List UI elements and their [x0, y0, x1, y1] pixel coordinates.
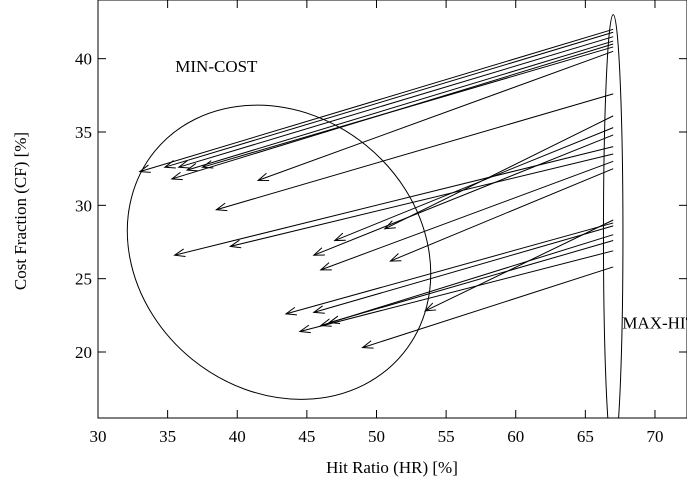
x-tick-label: 50	[368, 427, 385, 446]
arrow-head	[312, 247, 325, 256]
arrow-head	[173, 248, 186, 257]
arrow-shaft	[230, 153, 614, 247]
region-group	[126, 14, 624, 418]
arrow-shaft	[313, 134, 614, 256]
arrow	[138, 28, 614, 173]
plot-frame	[97, 0, 687, 419]
x-tick-label: 45	[298, 427, 315, 446]
arrow-shaft	[329, 240, 614, 324]
arrow-head	[383, 220, 396, 230]
arrow	[319, 160, 614, 271]
arrow	[327, 240, 614, 325]
arrow-shaft	[178, 36, 614, 168]
arrow-shaft	[174, 146, 614, 256]
arrow	[256, 50, 614, 182]
y-axis: 20 25 30 35 40	[75, 50, 687, 362]
arrow	[163, 31, 614, 169]
arrow-shaft	[186, 40, 614, 171]
arrow	[228, 153, 614, 249]
arrow-head	[284, 306, 297, 316]
arrow-head	[298, 324, 311, 334]
region-max-hit	[602, 14, 624, 418]
arrow-head	[319, 262, 332, 271]
arrow	[361, 266, 614, 349]
arrow	[312, 225, 614, 314]
arrow	[201, 46, 614, 169]
min-cost-label: MIN-COST	[175, 57, 258, 76]
arrow-shaft	[202, 46, 614, 168]
arrow	[333, 127, 614, 242]
region-min-cost	[126, 104, 432, 400]
arrow-head	[312, 305, 325, 314]
arrow-shaft	[299, 250, 614, 332]
x-tick-label: 55	[438, 427, 455, 446]
x-tick-label: 60	[507, 427, 524, 446]
arrow	[284, 222, 614, 316]
arrow	[312, 134, 614, 256]
arrow-shaft	[313, 225, 614, 313]
arrow	[214, 93, 614, 212]
arrow	[389, 168, 614, 262]
arrow-head	[138, 164, 151, 173]
arrow-head	[177, 160, 190, 169]
arrow	[173, 146, 614, 257]
arrow	[383, 115, 614, 230]
arrow-shaft	[216, 93, 614, 211]
arrow-head	[361, 340, 374, 349]
y-tick-label: 20	[75, 343, 92, 362]
arrow-shaft	[320, 160, 614, 271]
arrow-head	[228, 239, 242, 249]
x-axis-label: Hit Ratio (HR) [%]	[326, 458, 458, 477]
y-axis-label: Cost Fraction (CF) [%]	[11, 132, 30, 290]
x-tick-label: 30	[90, 427, 107, 446]
arrow	[185, 40, 614, 172]
arrow-shaft	[390, 168, 614, 262]
x-tick-label: 40	[229, 427, 246, 446]
arrow-head	[170, 171, 183, 181]
arrow-head	[214, 202, 228, 212]
arrow-shaft	[257, 50, 614, 181]
arrow	[298, 250, 614, 334]
y-tick-label: 40	[75, 50, 92, 69]
arrow-shaft	[384, 115, 614, 230]
x-axis: 30 35 40 45 50 55 60 65 70	[90, 0, 663, 446]
y-tick-label: 25	[75, 270, 92, 289]
arrow-head	[185, 163, 199, 172]
arrow-series	[138, 28, 614, 349]
arrow-shaft	[164, 31, 614, 168]
arrow	[177, 36, 614, 169]
arrow-head	[333, 232, 346, 242]
arrow-shaft	[320, 234, 614, 327]
x-tick-label: 65	[577, 427, 594, 446]
x-tick-label: 70	[646, 427, 663, 446]
arrow-shaft	[285, 222, 614, 315]
arrow-shaft	[139, 28, 614, 173]
arrow-shaft	[334, 127, 614, 241]
arrow-shaft	[362, 266, 614, 349]
y-tick-label: 30	[75, 196, 92, 215]
x-tick-label: 35	[159, 427, 176, 446]
arrow-head	[423, 302, 437, 312]
arrow-head	[256, 172, 270, 182]
arrow-head	[163, 160, 176, 169]
max-hit-label: MAX-HIT	[622, 314, 687, 333]
y-tick-label: 35	[75, 123, 92, 142]
arrow-head	[389, 253, 402, 262]
annotation-group: MIN-COST MAX-HIT	[175, 57, 687, 333]
arrow-head	[201, 160, 214, 169]
arrow-head	[327, 315, 341, 325]
